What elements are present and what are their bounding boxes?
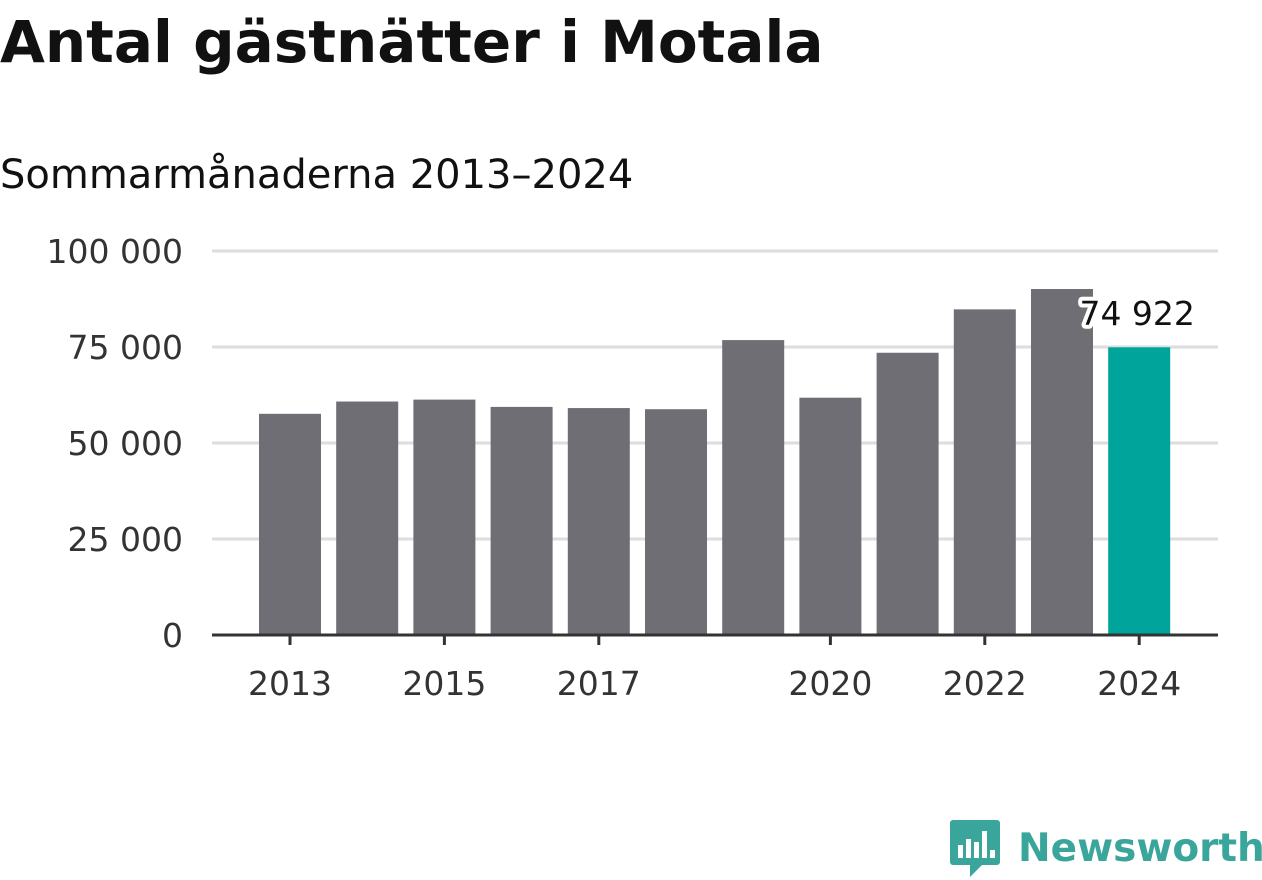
value-label-halo: 74 922: [1079, 294, 1194, 333]
y-tick-label: 25 000: [68, 520, 183, 559]
bar-2019: [722, 340, 785, 635]
y-tick-label: 0: [162, 616, 183, 655]
bar-2024: [1108, 347, 1171, 635]
x-tick-label: 2015: [402, 664, 486, 703]
newsworthy-logo-icon: [950, 820, 1000, 877]
page-subtitle: Sommarmånaderna 2013–2024: [0, 152, 634, 198]
value-label: 74 922: [1079, 294, 1194, 333]
x-tick-label: 2013: [248, 664, 332, 703]
y-tick-label: 100 000: [47, 232, 183, 271]
x-tick-label: 2022: [943, 664, 1027, 703]
brand-name: Newsworthy: [1018, 826, 1262, 871]
page-title: Antal gästnätter i Motala: [0, 8, 824, 76]
bar-2022: [953, 309, 1016, 635]
x-tick-label: 2020: [788, 664, 872, 703]
y-tick-label: 75 000: [68, 328, 183, 367]
bar-2021: [876, 352, 939, 635]
x-tick-label: 2017: [557, 664, 641, 703]
bar-2016: [490, 406, 553, 635]
bar-2023: [1031, 289, 1093, 635]
bar-2018: [645, 409, 707, 635]
bar-2017: [567, 408, 630, 635]
bar-2013: [259, 413, 321, 635]
bar-2014: [336, 401, 399, 635]
y-tick-label: 50 000: [68, 424, 183, 463]
brand-logo[interactable]: Newsworthy: [950, 818, 1262, 880]
bar-2015: [413, 399, 476, 635]
bar-2020: [799, 397, 862, 635]
bar-chart: 0 25 000 50 000 75 000 100 000 2013 2015 2017 20…: [47, 232, 1218, 703]
x-tick-label: 2024: [1097, 664, 1181, 703]
